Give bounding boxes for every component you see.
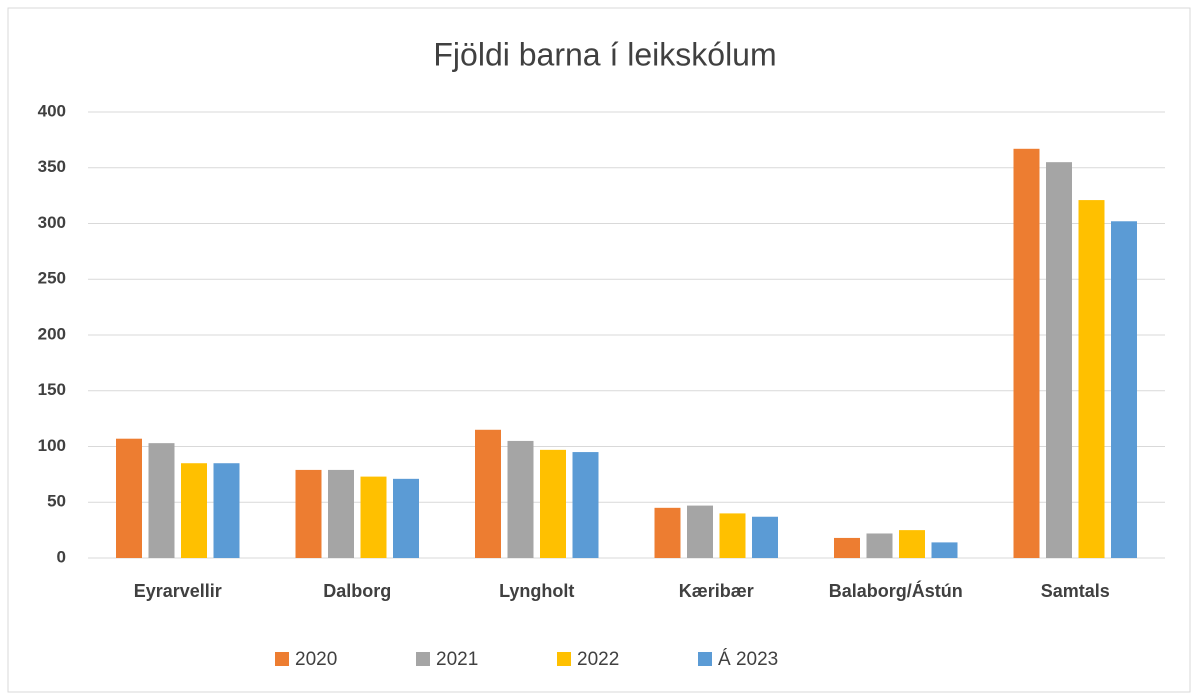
bar xyxy=(213,463,240,558)
legend-label: Á 2023 xyxy=(718,649,778,670)
x-tick-label: Dalborg xyxy=(323,581,391,601)
bar xyxy=(719,513,746,558)
y-tick-label: 350 xyxy=(38,157,66,176)
bar xyxy=(1111,221,1137,558)
legend-label: 2022 xyxy=(577,649,619,670)
bar xyxy=(360,476,387,558)
bar xyxy=(328,469,354,558)
legend-swatch xyxy=(275,652,289,666)
bar xyxy=(1046,162,1072,559)
bar xyxy=(654,507,681,558)
legend-label: 2021 xyxy=(436,649,478,670)
bar xyxy=(507,440,534,558)
bar xyxy=(295,469,322,558)
bar xyxy=(1078,200,1105,558)
bar xyxy=(540,449,566,558)
legend-swatch xyxy=(698,652,712,666)
bar xyxy=(572,452,599,558)
x-tick-label: Balaborg/Ástún xyxy=(829,580,963,601)
chart-frame xyxy=(7,7,1191,693)
x-tick-label: Kæribær xyxy=(679,581,754,601)
y-tick-label: 0 xyxy=(57,547,66,566)
legend-swatch xyxy=(557,652,571,666)
bar xyxy=(475,429,501,558)
bar xyxy=(181,463,207,558)
y-tick-label: 250 xyxy=(38,269,66,288)
x-tick-label: Lyngholt xyxy=(499,581,574,601)
bar xyxy=(752,516,778,558)
x-tick-label: Eyrarvellir xyxy=(134,581,222,601)
x-tick-label: Samtals xyxy=(1041,581,1110,601)
bar xyxy=(148,443,175,558)
bar xyxy=(899,530,925,558)
y-tick-label: 300 xyxy=(38,213,66,232)
bar xyxy=(116,438,142,558)
chart-title: Fjöldi barna í leikskólum xyxy=(433,36,776,72)
bar xyxy=(834,537,860,558)
y-tick-label: 200 xyxy=(38,324,66,343)
legend-label: 2020 xyxy=(295,649,337,670)
y-tick-label: 150 xyxy=(38,380,66,399)
bar xyxy=(1013,148,1040,559)
y-tick-label: 50 xyxy=(47,492,66,511)
legend-swatch xyxy=(416,652,430,666)
y-tick-label: 100 xyxy=(38,436,66,455)
bar xyxy=(931,542,958,558)
bar xyxy=(393,478,419,558)
bar xyxy=(687,505,713,558)
bar xyxy=(866,533,893,558)
y-tick-label: 400 xyxy=(38,101,66,120)
